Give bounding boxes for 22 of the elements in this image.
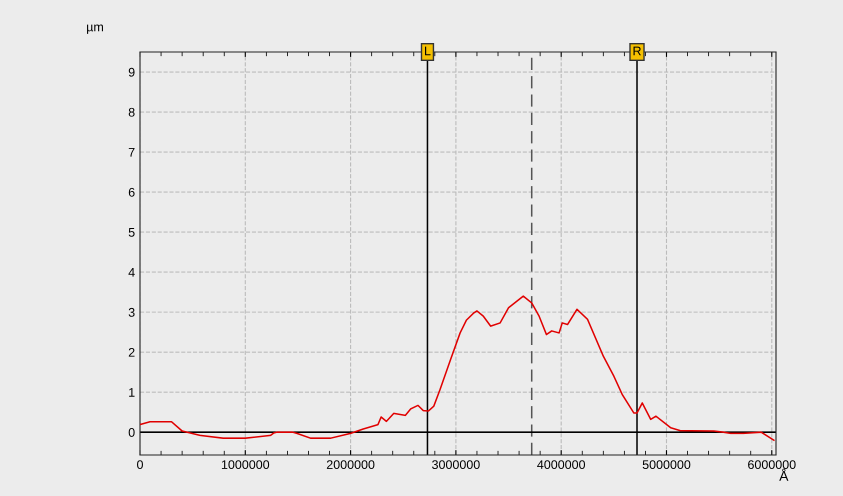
x-tick-label: 0 bbox=[137, 460, 143, 470]
y-tick-label: 9 bbox=[128, 68, 135, 77]
x-tick-label: 5000000 bbox=[642, 460, 690, 470]
x-tick-label: 1000000 bbox=[222, 460, 270, 470]
y-tick-label: 5 bbox=[128, 228, 135, 237]
y-tick-label: 0 bbox=[128, 428, 135, 437]
line-series bbox=[140, 295, 775, 441]
y-tick-label: 2 bbox=[128, 348, 135, 357]
x-tick-label: 4000000 bbox=[537, 460, 586, 470]
ref-line-label: L bbox=[425, 46, 431, 56]
y-axis-title: µm bbox=[87, 24, 103, 34]
y-tick-label: 8 bbox=[128, 108, 135, 117]
x-tick-label: 6000000 bbox=[748, 460, 796, 470]
y-tick-label: 6 bbox=[128, 188, 135, 197]
x-tick-label: 2000000 bbox=[326, 460, 374, 470]
y-tick-label: 7 bbox=[128, 148, 135, 157]
x-axis-title: Å bbox=[779, 468, 788, 481]
y-tick-label: 4 bbox=[128, 268, 135, 277]
x-tick-label: 3000000 bbox=[432, 460, 480, 470]
y-tick-label: 3 bbox=[128, 308, 135, 317]
ref-line-label: R bbox=[634, 46, 641, 56]
y-tick-label: 1 bbox=[129, 388, 135, 397]
